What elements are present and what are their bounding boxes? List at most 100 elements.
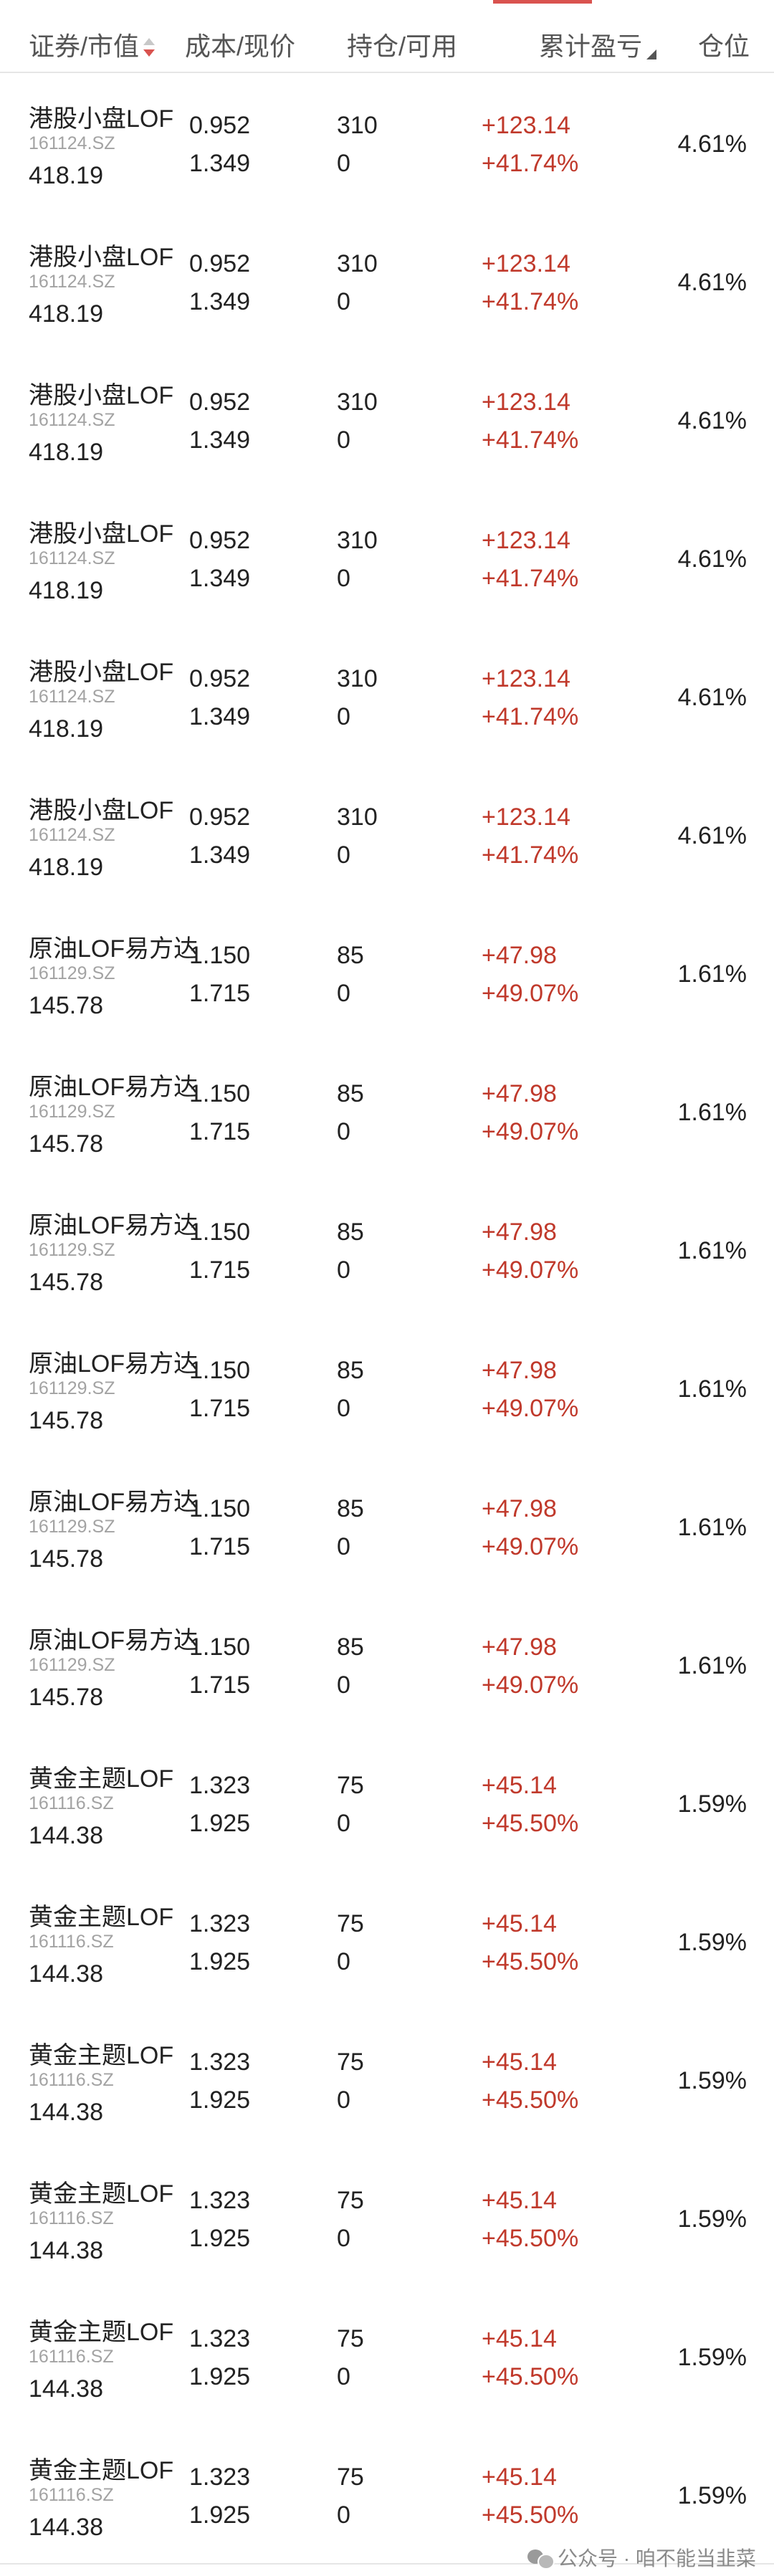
row-market-value: 144.38	[29, 1822, 103, 1849]
header-holding-available[interactable]: 持仓/可用	[347, 26, 457, 63]
row-cost: 1.150	[189, 1495, 251, 1522]
table-row[interactable]: 原油LOF易方达 161129.SZ 145.78 1.150 1.715 85 0 +47.…	[0, 1456, 774, 1596]
row-name: 原油LOF易方达	[29, 1212, 199, 1239]
table-row[interactable]: 原油LOF易方达 161129.SZ 145.78 1.150 1.715 85 0 +47.…	[0, 1041, 774, 1181]
row-code: 161124.SZ	[29, 272, 115, 292]
row-holding: 85	[337, 1080, 364, 1107]
row-code: 161129.SZ	[29, 1655, 115, 1675]
row-position: 4.61%	[677, 545, 747, 573]
row-position: 1.59%	[677, 1790, 747, 1818]
row-price: 1.715	[189, 1533, 251, 1560]
row-position: 1.61%	[677, 960, 747, 988]
row-holding: 85	[337, 1633, 364, 1661]
row-available: 0	[337, 1533, 350, 1560]
table-row[interactable]: 原油LOF易方达 161129.SZ 145.78 1.150 1.715 85 0 +47.…	[0, 1180, 774, 1320]
row-market-value: 145.78	[29, 1684, 103, 1711]
table-row[interactable]: 原油LOF易方达 161129.SZ 145.78 1.150 1.715 85 0 +47.…	[0, 1595, 774, 1735]
row-code: 161129.SZ	[29, 963, 115, 983]
row-pl: +47.98	[482, 1357, 557, 1384]
row-holding: 310	[337, 112, 378, 139]
row-price: 1.349	[189, 288, 251, 315]
row-code: 161129.SZ	[29, 1240, 115, 1260]
row-position: 1.61%	[677, 1514, 747, 1541]
row-holding: 310	[337, 527, 378, 554]
row-name: 黄金主题LOF	[29, 1904, 174, 1931]
row-position: 1.61%	[677, 1652, 747, 1679]
row-pl-pct: +45.50%	[482, 2225, 579, 2252]
table-row[interactable]: 黄金主题LOF 161116.SZ 144.38 1.323 1.925 75 0 +45.1…	[0, 2010, 774, 2150]
row-code: 161116.SZ	[29, 2347, 114, 2367]
header-cumulative-pl[interactable]: 累计盈亏	[539, 26, 657, 63]
table-row[interactable]: 黄金主题LOF 161116.SZ 144.38 1.323 1.925 75 0 +45.1…	[0, 2425, 774, 2565]
row-market-value: 145.78	[29, 992, 103, 1019]
row-pl-pct: +41.74%	[482, 565, 579, 592]
row-name: 港股小盘LOF	[29, 520, 174, 548]
row-pl: +123.14	[482, 388, 570, 416]
row-position: 1.59%	[677, 1929, 747, 1956]
header-security-market-value[interactable]: 证券/市值	[29, 26, 156, 63]
row-position: 4.61%	[677, 407, 747, 434]
row-available: 0	[337, 150, 350, 177]
table-row[interactable]: 港股小盘LOF 161124.SZ 418.19 0.952 1.349 310 0 +123…	[0, 211, 774, 351]
row-pl-pct: +41.74%	[482, 841, 579, 869]
row-holding: 75	[337, 2325, 364, 2352]
row-cost: 0.952	[189, 250, 251, 277]
sort-icon	[142, 37, 156, 59]
table-row[interactable]: 港股小盘LOF 161124.SZ 418.19 0.952 1.349 310 0 +123…	[0, 73, 774, 213]
row-price: 1.715	[189, 1671, 251, 1699]
header-holding-label: 持仓/可用	[347, 32, 458, 61]
row-pl: +123.14	[482, 527, 570, 554]
row-market-value: 144.38	[29, 1960, 103, 1988]
row-cost: 0.952	[189, 665, 251, 692]
row-pl-pct: +45.50%	[482, 2086, 579, 2114]
table-row[interactable]: 黄金主题LOF 161116.SZ 144.38 1.323 1.925 75 0 +45.1…	[0, 2148, 774, 2288]
row-position: 4.61%	[677, 269, 747, 296]
row-available: 0	[337, 2363, 350, 2390]
row-market-value: 418.19	[29, 715, 103, 743]
header-security-label: 证券/市值	[29, 32, 140, 61]
row-holding: 75	[337, 1910, 364, 1937]
table-row[interactable]: 原油LOF易方达 161129.SZ 145.78 1.150 1.715 85 0 +47.…	[0, 903, 774, 1043]
row-pl: +123.14	[482, 112, 570, 139]
row-name: 原油LOF易方达	[29, 1627, 199, 1654]
row-code: 161124.SZ	[29, 548, 115, 568]
row-cost: 0.952	[189, 527, 251, 554]
row-cost: 1.323	[189, 2325, 251, 2352]
table-row[interactable]: 黄金主题LOF 161116.SZ 144.38 1.323 1.925 75 0 +45.1…	[0, 2286, 774, 2426]
row-name: 原油LOF易方达	[29, 1350, 199, 1378]
row-holding: 310	[337, 803, 378, 831]
row-price: 1.925	[189, 1948, 251, 1975]
row-price: 1.925	[189, 2225, 251, 2252]
row-cost: 1.150	[189, 1357, 251, 1384]
row-available: 0	[337, 1671, 350, 1699]
row-available: 0	[337, 980, 350, 1007]
table-row[interactable]: 黄金主题LOF 161116.SZ 144.38 1.323 1.925 75 0 +45.1…	[0, 1733, 774, 1873]
row-pl: +123.14	[482, 250, 570, 277]
row-pl: +47.98	[482, 1495, 557, 1522]
sort-corner-icon	[646, 49, 657, 59]
header-position-label: 仓位	[698, 32, 750, 61]
row-pl: +45.14	[482, 1910, 557, 1937]
row-pl-pct: +41.74%	[482, 288, 579, 315]
row-price: 1.715	[189, 1395, 251, 1422]
table-row[interactable]: 黄金主题LOF 161116.SZ 144.38 1.323 1.925 75 0 +45.1…	[0, 1871, 774, 2011]
row-pl-pct: +49.07%	[482, 1671, 579, 1699]
header-position[interactable]: 仓位	[698, 26, 750, 63]
row-pl: +47.98	[482, 1080, 557, 1107]
row-pl: +45.14	[482, 1772, 557, 1799]
row-holding: 75	[337, 1772, 364, 1799]
row-pl: +47.98	[482, 942, 557, 969]
table-row[interactable]: 港股小盘LOF 161124.SZ 418.19 0.952 1.349 310 0 +123…	[0, 350, 774, 490]
header-cost-price[interactable]: 成本/现价	[185, 26, 295, 63]
row-pl-pct: +41.74%	[482, 426, 579, 454]
table-row[interactable]: 港股小盘LOF 161124.SZ 418.19 0.952 1.349 310 0 +123…	[0, 765, 774, 905]
row-name: 原油LOF易方达	[29, 1489, 199, 1516]
row-holding: 75	[337, 2187, 364, 2214]
table-row[interactable]: 港股小盘LOF 161124.SZ 418.19 0.952 1.349 310 0 +123…	[0, 488, 774, 628]
row-name: 黄金主题LOF	[29, 2319, 174, 2346]
row-pl-pct: +45.50%	[482, 1948, 579, 1975]
table-row[interactable]: 港股小盘LOF 161124.SZ 418.19 0.952 1.349 310 0 +123…	[0, 626, 774, 766]
table-row[interactable]: 原油LOF易方达 161129.SZ 145.78 1.150 1.715 85 0 +47.…	[0, 1318, 774, 1458]
row-pl-pct: +41.74%	[482, 150, 579, 177]
row-code: 161129.SZ	[29, 1517, 115, 1537]
